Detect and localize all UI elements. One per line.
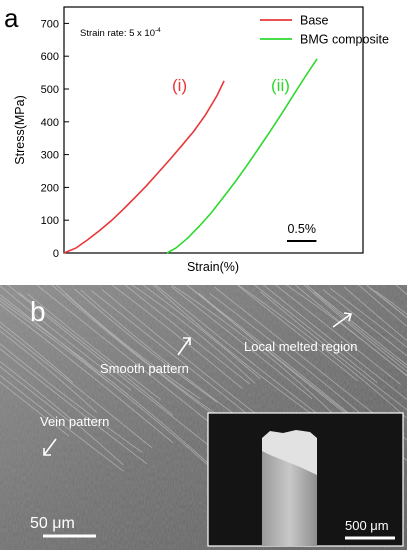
series-marker-bmg: (ii) [271,76,290,95]
stress-strain-chart: a 0 100 200 300 400 500 600 700 Stress(MPa) Str… [0,0,407,285]
scale-bar-main-label: 50 μm [30,515,75,532]
scale-bar-inset-label: 500 μm [345,518,389,533]
y-tick-label: 200 [41,182,59,194]
stress-strain-panel: a 0 100 200 300 400 500 600 700 Stress(MPa) Str… [0,0,407,285]
series-marker-base: (i) [172,76,187,95]
sem-micrograph: b Smooth pattern Local melted region Vei… [0,285,407,550]
legend: Base BMG composite [260,14,389,47]
series-line-base [64,81,224,253]
x-axis-label: Strain(%) [187,260,239,274]
sem-fractograph-panel: b Smooth pattern Local melted region Vei… [0,285,407,550]
y-tick-label: 400 [41,117,59,129]
strain-rate-annotation: Strain rate: 5 x 10-4 [80,27,161,39]
panel-label-b: b [30,296,46,327]
panel-label-a: a [4,3,19,33]
inset-micrograph: 500 μm [208,413,403,546]
legend-label-base: Base [300,14,329,28]
legend-label-bmg: BMG composite [300,33,389,47]
y-tick-label: 300 [41,150,59,162]
label-smooth-pattern: Smooth pattern [100,361,189,376]
y-tick-label: 100 [41,215,59,227]
strain-rate-exponent: -4 [155,27,161,34]
y-axis-label: Stress(MPa) [13,95,27,164]
y-axis: 0 100 200 300 400 500 600 700 [41,18,69,260]
y-tick-label: 600 [41,51,59,63]
strain-scale-bar-label: 0.5% [287,222,316,236]
y-tick-label: 700 [41,18,59,30]
label-local-melted-region: Local melted region [244,339,357,354]
strain-rate-text: Strain rate: 5 x 10 [80,28,155,39]
label-vein-pattern: Vein pattern [40,414,109,429]
y-tick-label: 500 [41,84,59,96]
y-tick-label: 0 [53,248,59,260]
